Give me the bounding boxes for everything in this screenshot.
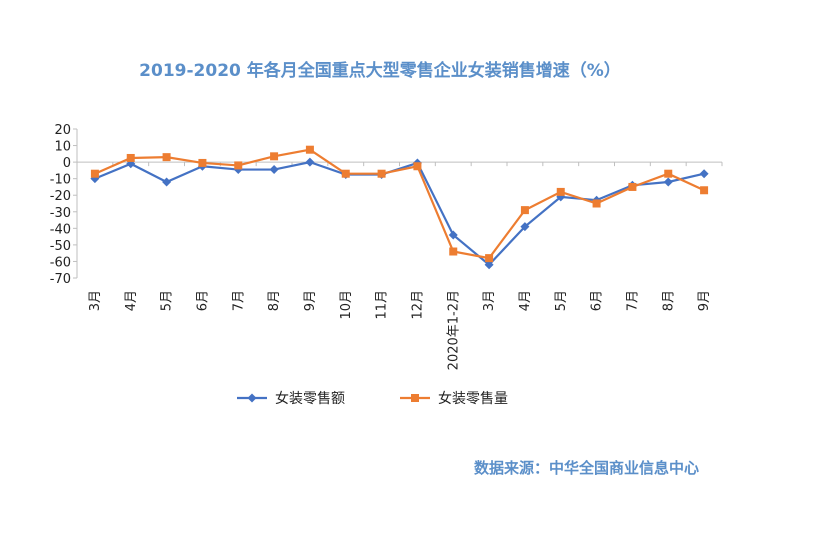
data-point-series-2 <box>485 254 494 263</box>
data-point-series-1 <box>484 260 494 270</box>
data-point-series-2 <box>700 186 709 195</box>
chart-legend: 女装零售额 女装零售量 <box>237 390 508 407</box>
y-tick-label: 0 <box>63 156 71 171</box>
x-tick-label: 6月 <box>590 290 605 311</box>
data-point-series-2 <box>198 158 207 167</box>
x-tick-label: 10月 <box>339 290 354 320</box>
legend-label-2: 女装零售量 <box>438 390 508 407</box>
x-axis-ticks: 3月 4月 5月 6月 7月 8月 9月 10月 11月 12月 2020年1-2月 3月 4月 5月 6月… <box>88 290 712 370</box>
x-tick-label: 9月 <box>303 290 318 311</box>
x-tick-label: 6月 <box>195 290 210 311</box>
y-tick-label: -10 <box>50 173 71 188</box>
data-point-series-2 <box>556 187 565 196</box>
data-point-series-2 <box>449 247 458 256</box>
data-point-series-2 <box>592 199 601 208</box>
data-point-series-1 <box>663 177 673 187</box>
data-point-series-1 <box>699 169 709 179</box>
y-tick-label: -40 <box>50 222 71 237</box>
x-tick-label: 11月 <box>375 290 390 320</box>
data-point-series-1 <box>269 165 279 175</box>
data-point-series-1 <box>162 177 172 187</box>
data-point-series-2 <box>341 169 350 178</box>
y-tick-label: -30 <box>50 206 71 221</box>
data-point-series-2 <box>305 145 314 154</box>
y-axis-ticks: 20 100 -10-20 -30-40 -50-60 -70 <box>50 123 71 287</box>
data-point-series-2 <box>270 152 279 161</box>
x-tick-label: 9月 <box>697 290 712 311</box>
data-point-series-2 <box>413 162 422 171</box>
data-point-series-2 <box>628 182 637 191</box>
x-tick-label: 4月 <box>518 290 533 311</box>
x-tick-label: 8月 <box>661 290 676 311</box>
legend-label-1: 女装零售额 <box>275 390 345 407</box>
x-tick-label: 7月 <box>625 290 640 311</box>
data-point-series-1 <box>520 222 530 232</box>
data-point-series-2 <box>234 161 243 170</box>
x-tick-label: 3月 <box>88 290 103 311</box>
y-tick-label: -50 <box>50 239 71 254</box>
x-tick-label: 5月 <box>554 290 569 311</box>
y-tick-label: -60 <box>50 255 71 270</box>
legend-marker-square <box>411 394 419 402</box>
legend-marker-diamond <box>247 393 257 403</box>
data-point-series-2 <box>126 153 135 162</box>
x-tick-label: 7月 <box>231 290 246 311</box>
data-point-series-2 <box>90 169 99 178</box>
y-tick-label: -70 <box>50 272 71 287</box>
y-tick-label: 20 <box>54 123 71 138</box>
data-point-series-2 <box>520 206 529 215</box>
data-point-series-2 <box>162 153 171 162</box>
data-point-series-1 <box>448 230 458 240</box>
data-point-series-2 <box>664 169 673 178</box>
data-point-series-1 <box>305 157 315 167</box>
x-tick-label: 4月 <box>124 290 139 311</box>
y-tick-label: -20 <box>50 189 71 204</box>
x-tick-label: 2020年1-2月 <box>446 290 461 370</box>
y-tick-label: 10 <box>54 140 71 155</box>
series-line-2 <box>94 148 705 260</box>
series-line-1 <box>94 160 705 267</box>
chart-title: 2019-2020 年各月全国重点大型零售企业女装销售增速（%） <box>139 61 621 81</box>
series-group <box>90 145 709 270</box>
x-tick-label: 8月 <box>267 290 282 311</box>
chart-axes <box>73 128 723 279</box>
x-tick-label: 3月 <box>482 290 497 311</box>
x-tick-label: 5月 <box>160 290 175 311</box>
source-note: 数据来源：中华全国商业信息中心 <box>474 459 700 477</box>
x-tick-label: 12月 <box>410 290 425 320</box>
data-point-series-2 <box>377 169 386 178</box>
